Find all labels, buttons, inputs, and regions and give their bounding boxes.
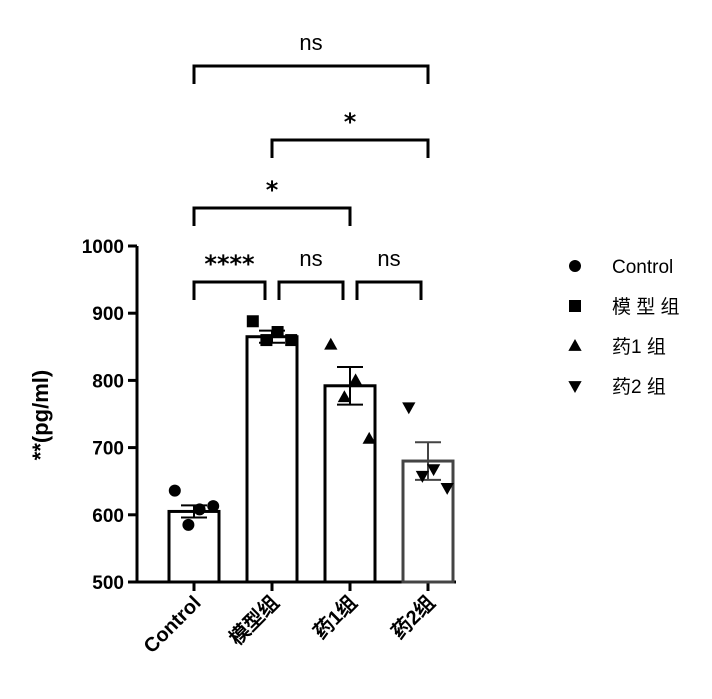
bars — [167, 335, 455, 584]
data-point — [260, 334, 273, 347]
significance-label: * — [344, 108, 357, 136]
bar — [323, 384, 377, 584]
significance-label: ns — [377, 246, 400, 271]
significance-bracket — [355, 280, 423, 300]
legend-marker — [568, 381, 582, 393]
data-point — [362, 431, 376, 444]
significance-label: ns — [299, 30, 322, 55]
legend-label: 模 型 组 — [612, 296, 680, 318]
significance-label: ns — [299, 246, 322, 271]
legend-label: Control — [612, 257, 673, 278]
legend-label: 药1 组 — [612, 336, 666, 358]
bar — [167, 509, 221, 584]
data-point — [402, 402, 416, 415]
y-tick-label: 600 — [92, 506, 124, 527]
x-tick-label: 药1组 — [308, 591, 361, 644]
data-point — [168, 484, 181, 497]
legend-marker — [569, 300, 581, 312]
y-tick-label: 800 — [92, 371, 124, 392]
legend: Control 模 型 组药1 组药2 组 — [568, 257, 680, 398]
y-tick-label: 900 — [92, 304, 124, 325]
y-tick-label: 500 — [92, 573, 124, 594]
legend-marker — [569, 260, 581, 272]
data-point — [415, 470, 430, 483]
legend-label: 药2 组 — [612, 376, 666, 398]
data-point — [324, 337, 338, 350]
significance-bracket — [192, 206, 352, 226]
bar — [245, 335, 299, 584]
significance-bracket — [270, 138, 430, 158]
x-tick-label: Control — [140, 592, 206, 658]
data-point — [337, 390, 352, 403]
data-point — [246, 315, 259, 328]
data-point — [182, 518, 195, 531]
significance-bracket — [277, 280, 345, 300]
significance-label: **** — [204, 250, 255, 278]
data-point — [271, 326, 284, 339]
y-axis-label: **(pg/ml) — [28, 370, 53, 460]
y-tick-label: 1000 — [82, 237, 124, 258]
data-point — [440, 483, 454, 495]
y-tick-label: 700 — [92, 439, 124, 460]
significance-bracket — [192, 64, 430, 84]
legend-marker — [568, 339, 582, 351]
data-point — [426, 464, 441, 477]
data-point — [193, 503, 206, 516]
x-tick-label: 药2组 — [386, 591, 439, 644]
significance-label: * — [266, 176, 279, 204]
data-points — [168, 315, 454, 531]
significance-bracket — [192, 280, 267, 300]
data-point — [285, 334, 298, 347]
data-point — [348, 373, 363, 386]
x-tick-label: 模型组 — [224, 591, 283, 650]
data-point — [207, 500, 220, 513]
significance-brackets: **** ns ns * * ns — [192, 30, 430, 300]
